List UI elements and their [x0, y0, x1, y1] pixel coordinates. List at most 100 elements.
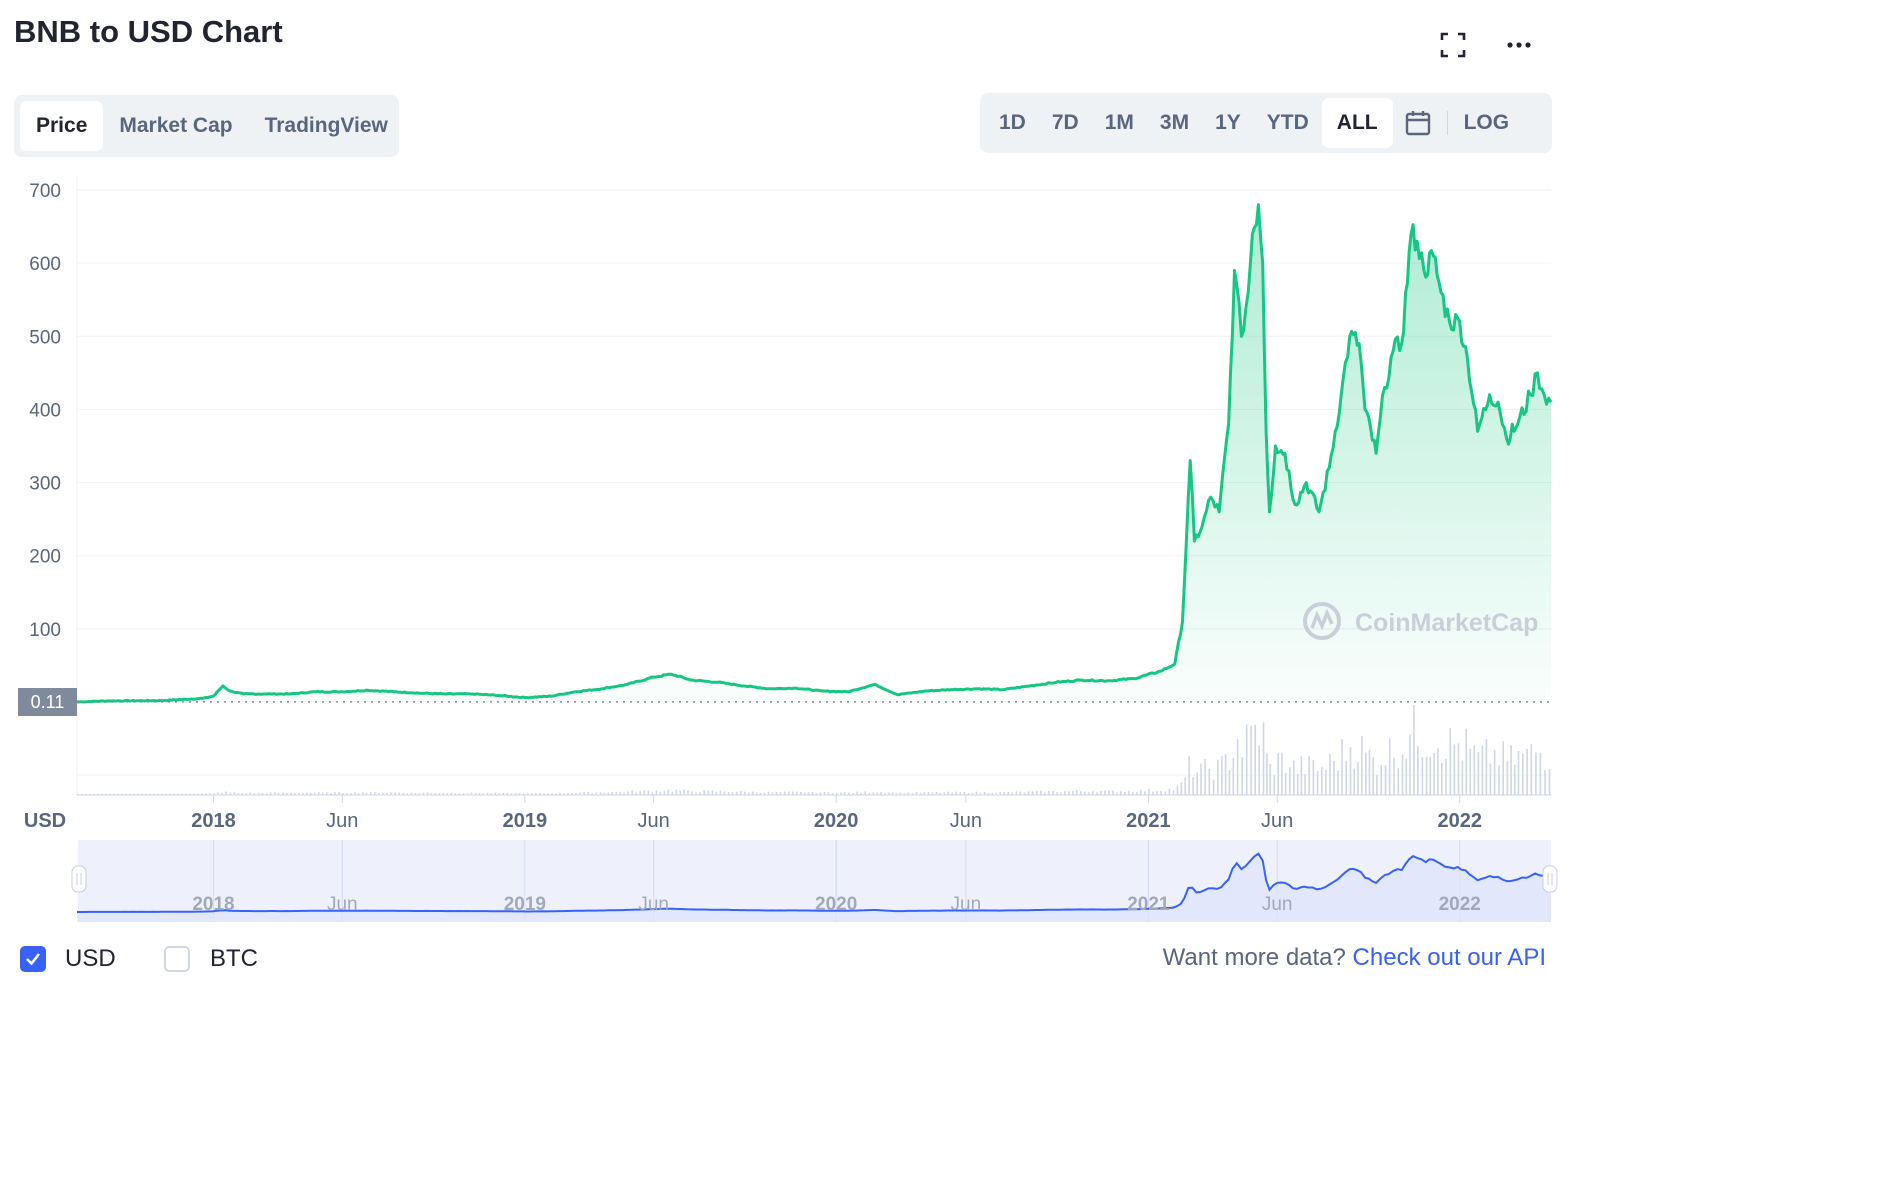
volume-bar	[767, 791, 770, 795]
y-tick-label: 500	[29, 327, 61, 348]
volume-bar	[1485, 739, 1488, 795]
calendar-button[interactable]	[1393, 98, 1443, 148]
volume-bar	[365, 792, 368, 795]
volume-bar	[1120, 791, 1122, 795]
btc-checkbox[interactable]	[164, 946, 190, 972]
volume-bar	[919, 792, 922, 795]
volume-bar	[888, 792, 890, 795]
volume-bar	[899, 792, 902, 795]
volume-bar	[815, 793, 818, 795]
range-3m[interactable]: 3M	[1159, 111, 1190, 134]
volume-bar	[1449, 728, 1452, 795]
volume-bar	[647, 790, 650, 795]
volume-bar	[1112, 790, 1114, 795]
y-tick-label: 600	[29, 254, 61, 275]
volume-bar	[1333, 760, 1335, 795]
volume-bar	[410, 792, 413, 795]
volume-bar	[1087, 792, 1090, 795]
volume-bar	[1192, 777, 1194, 795]
range-1y[interactable]: 1Y	[1215, 111, 1241, 134]
volume-bar	[1116, 792, 1118, 795]
volume-bar	[1514, 764, 1516, 795]
volume-bar	[1388, 738, 1391, 795]
volume-bar	[1035, 790, 1038, 795]
volume-bar	[1003, 792, 1005, 795]
watermark-text: CoinMarketCap	[1355, 609, 1538, 637]
volume-bar	[939, 792, 942, 795]
api-link[interactable]: Check out our API	[1352, 944, 1546, 971]
volume-bar	[804, 792, 806, 795]
more-options-button[interactable]	[1502, 28, 1536, 62]
volume-bar	[1048, 790, 1050, 795]
volume-bar	[1224, 754, 1227, 795]
range-1m[interactable]: 1M	[1104, 111, 1134, 134]
volume-bar	[603, 792, 606, 795]
volume-bar	[1365, 752, 1367, 795]
volume-bar	[591, 793, 593, 795]
range-all[interactable]: ALL	[1321, 98, 1393, 148]
volume-bar	[695, 792, 697, 795]
range-ytd[interactable]: YTD	[1266, 111, 1309, 134]
volume-bar	[759, 793, 762, 795]
volume-bar	[563, 793, 565, 795]
x-tick-label: Jun	[1261, 810, 1293, 832]
volume-bar	[631, 790, 633, 795]
volume-bar	[744, 791, 746, 795]
tab-price[interactable]: Price	[20, 101, 104, 151]
volume-bar	[715, 791, 718, 795]
navigator-x-tick-label: Jun	[951, 894, 982, 915]
volume-bar	[991, 793, 994, 795]
tab-market-cap[interactable]: Market Cap	[119, 114, 233, 137]
volume-bar	[462, 793, 465, 795]
volume-bar	[1212, 779, 1215, 795]
volume-bar	[884, 793, 886, 795]
volume-bar	[955, 791, 957, 795]
volume-bar	[1544, 770, 1546, 795]
volume-bar	[1027, 791, 1030, 795]
api-promo: Want more data? Check out our API	[1163, 944, 1546, 972]
volume-bar	[330, 793, 332, 795]
x-tick-label: Jun	[326, 810, 358, 832]
range-7d[interactable]: 7D	[1051, 111, 1079, 134]
volume-bar	[434, 793, 437, 795]
tab-tradingview[interactable]: TradingView	[264, 114, 388, 137]
volume-bar	[755, 792, 758, 795]
volume-bar	[979, 792, 982, 795]
navigator-handle-right[interactable]	[1542, 865, 1558, 893]
volume-bar	[599, 792, 602, 795]
volume-bar	[823, 792, 826, 795]
volume-bar	[819, 792, 822, 795]
volume-bar	[213, 793, 216, 795]
volume-bar	[935, 792, 938, 795]
volume-bar	[217, 792, 219, 795]
api-promo-text: Want more data?	[1162, 944, 1346, 971]
volume-bar	[1401, 754, 1404, 795]
volume-bar	[1489, 763, 1492, 795]
fullscreen-button[interactable]	[1436, 28, 1470, 62]
volume-bar	[1453, 744, 1456, 795]
volume-bar	[161, 793, 163, 795]
x-tick-label: 2018	[191, 810, 236, 832]
volume-bar	[1269, 763, 1272, 795]
volume-bar	[1457, 743, 1460, 795]
range-1d[interactable]: 1D	[999, 111, 1026, 134]
volume-bar	[1300, 756, 1303, 795]
navigator-handle-left[interactable]	[71, 865, 87, 893]
volume-bar	[426, 792, 429, 795]
volume-bar	[559, 792, 561, 795]
volume-bar	[723, 791, 726, 795]
volume-bar	[635, 792, 637, 795]
usd-checkbox[interactable]	[20, 946, 46, 972]
volume-bar	[971, 793, 974, 795]
volume-bar	[342, 793, 344, 795]
volume-bar	[1437, 748, 1439, 795]
volume-bar	[1015, 791, 1018, 795]
log-toggle[interactable]: LOG	[1463, 111, 1510, 134]
volume-bar	[1425, 756, 1428, 795]
volume-bar	[265, 793, 268, 795]
volume-bar	[482, 793, 485, 795]
volume-bar	[478, 793, 481, 795]
volume-bar	[619, 791, 621, 795]
volume-bar	[1019, 791, 1022, 795]
